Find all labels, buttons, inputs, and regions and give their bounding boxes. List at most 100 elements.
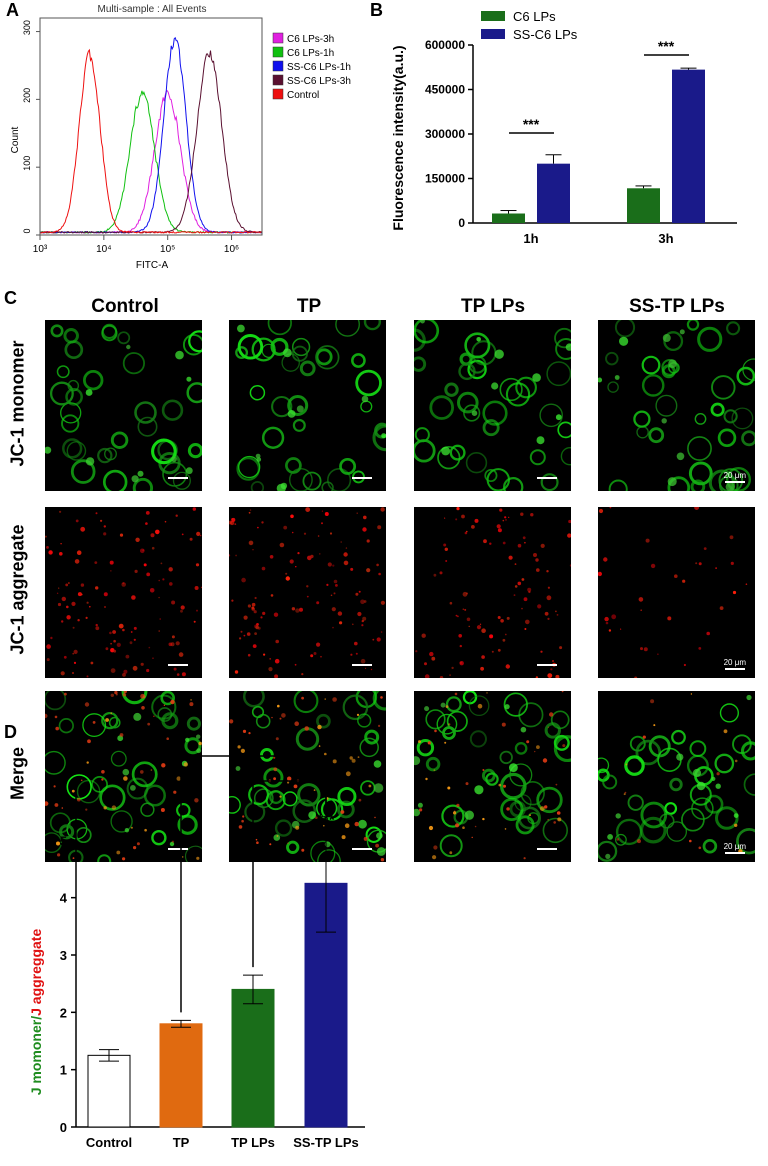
- cell-green: [710, 402, 725, 417]
- cell-green: [540, 473, 559, 491]
- histogram-x-tick-label: 10⁶: [224, 244, 239, 255]
- scale-bar-line: [537, 477, 557, 479]
- bar-d-ylabel-aggregate: J aggreggate: [28, 929, 44, 1016]
- cell-green-bright: [715, 783, 721, 789]
- aggregate-dot: [625, 763, 628, 766]
- aggregate-dot: [140, 693, 145, 699]
- cell-green-bright: [476, 337, 481, 342]
- micrograph-merge-tp-lps: [414, 691, 571, 862]
- aggregate-dot: [73, 661, 77, 664]
- cell-green: [104, 447, 117, 461]
- histogram-legend-label: Control: [287, 90, 319, 101]
- cell-green: [289, 468, 313, 491]
- aggregate-dot: [546, 595, 552, 601]
- aggregate-dot: [689, 839, 692, 843]
- cell-green-bright: [376, 832, 383, 839]
- cell-green-bright: [186, 376, 192, 382]
- bar-b-legend-label: C6 LPs: [513, 9, 556, 24]
- aggregate-dot: [57, 602, 62, 607]
- cell-green: [310, 840, 336, 862]
- cell-green: [542, 817, 569, 844]
- aggregate-dot: [294, 721, 299, 726]
- aggregate-dot: [89, 605, 91, 608]
- aggregate-dot: [375, 843, 379, 848]
- aggregate-dot: [380, 696, 383, 699]
- aggregate-dot: [133, 638, 136, 641]
- bar-d-ylabel-monomer: J momoner/: [28, 1016, 44, 1095]
- aggregate-dot: [321, 522, 323, 525]
- bar-b-bar: [537, 163, 570, 223]
- aggregate-dot: [723, 729, 728, 734]
- cell-green: [134, 401, 157, 424]
- cell-green-bright: [607, 834, 613, 840]
- aggregate-dot: [45, 713, 48, 719]
- aggregate-dot: [110, 712, 113, 715]
- micrograph-background: [598, 691, 755, 862]
- cell-green-bright: [424, 706, 430, 712]
- aggregate-dot: [229, 554, 231, 557]
- aggregate-dot: [304, 726, 309, 731]
- aggregate-dot: [734, 823, 738, 827]
- aggregate-dot: [95, 512, 98, 515]
- aggregate-dot: [682, 579, 686, 583]
- aggregate-dot: [418, 740, 421, 744]
- aggregate-dot: [291, 531, 294, 534]
- cell-green: [188, 330, 202, 353]
- aggregate-dot: [158, 579, 160, 582]
- aggregate-dot: [240, 748, 245, 753]
- aggregate-dot: [85, 808, 88, 811]
- cell-green: [274, 819, 293, 837]
- aggregate-dot: [310, 654, 314, 658]
- cell-green-bright: [509, 763, 518, 772]
- aggregate-dot: [496, 524, 501, 529]
- cell-green: [293, 691, 319, 714]
- micrograph-aggregate-ss-tp-lps: 20 μm: [598, 507, 755, 678]
- cell-green: [317, 849, 341, 862]
- cell-green: [302, 471, 322, 491]
- cell-green-bright: [598, 377, 603, 383]
- bar-b-ylabel: Fluorescence intensity(a.u.): [390, 45, 406, 230]
- aggregate-dot: [357, 756, 360, 758]
- aggregate-dot: [189, 702, 194, 707]
- micrograph-monomer-tp-lps: [414, 320, 571, 491]
- aggregate-dot: [180, 605, 185, 610]
- aggregate-dot: [105, 718, 109, 722]
- aggregate-dot: [514, 563, 517, 565]
- histogram-xlabel: FITC-A: [136, 260, 169, 271]
- aggregate-dot: [170, 699, 175, 705]
- aggregate-dot: [650, 699, 655, 704]
- aggregate-dot: [482, 769, 485, 771]
- aggregate-dot: [240, 630, 243, 633]
- aggregate-dot: [448, 723, 451, 726]
- cell-green: [445, 696, 462, 713]
- aggregate-dot: [148, 646, 151, 649]
- aggregate-dot: [121, 582, 126, 587]
- cell-green: [627, 794, 644, 811]
- micrograph-image: [229, 691, 386, 862]
- aggregate-dot: [161, 763, 166, 768]
- aggregate-dot: [320, 655, 322, 658]
- bar-d-significance-bracket: [252, 780, 327, 968]
- aggregate-dot: [642, 735, 646, 739]
- aggregate-dot: [162, 578, 165, 581]
- aggregate-dot: [361, 624, 364, 627]
- aggregate-dot: [508, 516, 510, 518]
- aggregate-dot: [247, 653, 251, 657]
- bar-b-significance-label: ***: [523, 116, 540, 132]
- aggregate-dot: [57, 853, 61, 857]
- aggregate-dot: [168, 642, 173, 647]
- cell-green: [687, 436, 712, 461]
- cell-green: [117, 331, 131, 345]
- cell-green: [237, 334, 264, 360]
- aggregate-dot: [491, 650, 494, 653]
- cell-green: [554, 327, 571, 349]
- cell-green: [132, 477, 154, 491]
- aggregate-dot: [319, 553, 321, 555]
- aggregate-dot: [287, 781, 290, 784]
- micrograph-background: [45, 507, 202, 678]
- aggregate-dot: [486, 692, 488, 694]
- cell-green-bright: [358, 819, 367, 829]
- aggregate-dot: [333, 592, 336, 595]
- cell-green: [45, 750, 66, 775]
- cell-green: [723, 409, 738, 424]
